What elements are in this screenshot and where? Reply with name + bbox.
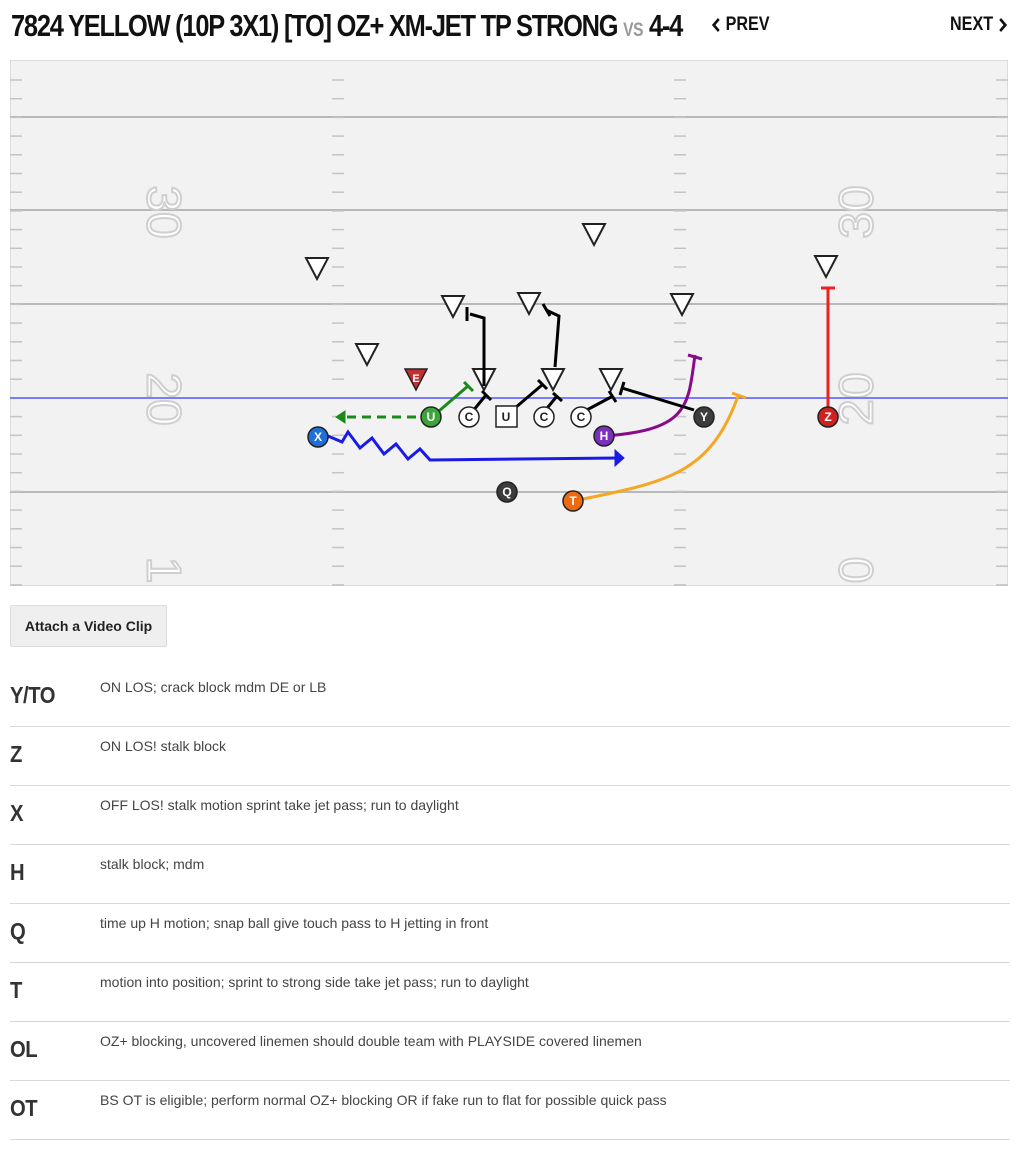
vs-label: VS [623, 20, 644, 41]
note-row: Z ON LOS! stalk block [10, 727, 1010, 786]
player-x: X [307, 426, 329, 448]
note-text: stalk block; mdm [100, 856, 205, 872]
defense-name: 4-4 [648, 8, 683, 43]
attach-video-clip-button[interactable]: Attach a Video Clip [10, 605, 167, 647]
note-text: motion into position; sprint to strong s… [100, 974, 529, 990]
routes [327, 286, 835, 503]
player-z: Z [817, 406, 839, 428]
next-button[interactable]: NEXT [950, 14, 1007, 36]
player-z-label: Z [824, 410, 831, 424]
note-text: ON LOS; crack block mdm DE or LB [100, 679, 327, 695]
player-c-2: C [533, 406, 555, 428]
defender [581, 223, 607, 248]
prev-button[interactable]: PREV [712, 14, 770, 36]
block-cap [541, 303, 552, 317]
t-route-cap [731, 391, 747, 400]
play-diagram: 30 20 1 30 20 0 E [10, 60, 1008, 586]
blocking-assignments [465, 303, 695, 418]
block-line [621, 386, 695, 412]
note-position: Y/TO [10, 682, 56, 708]
defender [540, 368, 566, 393]
player-q-label: Q [502, 485, 511, 499]
player-q: Q [496, 481, 518, 503]
block-line [545, 308, 561, 368]
u-motion-arrow [335, 410, 346, 424]
yard-number-30-right: 30 [831, 185, 884, 238]
note-row: OL OZ+ blocking, uncovered linemen shoul… [10, 1022, 1010, 1081]
player-h: H [593, 425, 615, 447]
offensive-players: X U C U C C H Y [307, 405, 839, 512]
chevron-right-icon [999, 17, 1007, 33]
block-line [514, 383, 543, 410]
defender [516, 292, 542, 317]
block-cap [552, 391, 563, 403]
assignment-notes: Y/TO ON LOS; crack block mdm DE or LB Z … [10, 668, 1010, 1140]
h-route-cap [687, 353, 703, 361]
player-y: Y [693, 406, 715, 428]
defender [598, 368, 624, 393]
defenders [304, 223, 839, 393]
yard-number-0-right: 0 [831, 557, 884, 584]
defender [440, 295, 466, 320]
yard-number-1-left: 1 [136, 557, 189, 584]
player-c-2-label: C [540, 410, 549, 424]
defender-e-label: E [412, 373, 419, 385]
player-c-1: C [458, 406, 480, 428]
defender [354, 343, 380, 368]
play-header: 7824 YELLOW (10P 3X1) [TO] OZ+ XM-JET TP… [0, 0, 1023, 58]
note-position: X [10, 800, 24, 826]
player-center-u: U [495, 405, 518, 428]
note-text: ON LOS! stalk block [100, 738, 227, 754]
note-position: T [10, 977, 22, 1003]
x-route-arrow [614, 448, 625, 468]
player-c-3: C [570, 406, 592, 428]
note-text: OFF LOS! stalk motion sprint take jet pa… [100, 797, 459, 813]
chevron-left-icon [712, 17, 720, 33]
player-x-label: X [314, 430, 322, 444]
note-text: OZ+ blocking, uncovered linemen should d… [100, 1033, 642, 1049]
note-row: H stalk block; mdm [10, 845, 1010, 904]
x-route [327, 429, 619, 462]
note-position: Q [10, 918, 26, 944]
player-y-label: Y [700, 410, 708, 424]
note-text: BS OT is eligible; perform normal OZ+ bl… [100, 1092, 667, 1108]
note-row: OT BS OT is eligible; perform normal OZ+… [10, 1081, 1010, 1140]
note-text: time up H motion; snap ball give touch p… [100, 915, 489, 931]
note-row: Q time up H motion; snap ball give touch… [10, 904, 1010, 963]
next-label: NEXT [950, 14, 994, 35]
player-t-label: T [569, 494, 577, 508]
h-route [603, 354, 697, 438]
play-title: 7824 YELLOW (10P 3X1) [TO] OZ+ XM-JET TP… [11, 8, 683, 44]
defender [669, 293, 695, 318]
u-block-cap [462, 380, 475, 393]
defender [813, 255, 839, 280]
block-cap [618, 381, 626, 396]
note-position: H [10, 859, 25, 885]
player-c-1-label: C [465, 410, 474, 424]
defender [304, 257, 330, 282]
prev-label: PREV [725, 14, 770, 35]
block-cap [480, 389, 493, 402]
player-c-3-label: C [577, 410, 586, 424]
note-row: T motion into position; sprint to strong… [10, 963, 1010, 1022]
note-row: Y/TO ON LOS; crack block mdm DE or LB [10, 668, 1010, 727]
player-h-label: H [600, 429, 609, 443]
block-cap [536, 378, 549, 391]
block-cap [607, 390, 618, 403]
note-position: Z [10, 741, 22, 767]
player-center-u-label: U [502, 410, 511, 424]
t-route [572, 395, 740, 503]
note-position: OL [10, 1036, 38, 1062]
note-position: OT [10, 1095, 38, 1121]
block-line [469, 312, 486, 386]
player-u-label: U [427, 410, 436, 424]
player-t: T [562, 490, 584, 512]
play-name: 7824 YELLOW (10P 3X1) [TO] OZ+ XM-JET TP… [11, 8, 619, 43]
defender-e [403, 368, 429, 392]
yard-number-30-left: 30 [136, 185, 189, 238]
hash-marks [10, 79, 1008, 586]
note-row: X OFF LOS! stalk motion sprint take jet … [10, 786, 1010, 845]
player-u: U [420, 406, 442, 428]
